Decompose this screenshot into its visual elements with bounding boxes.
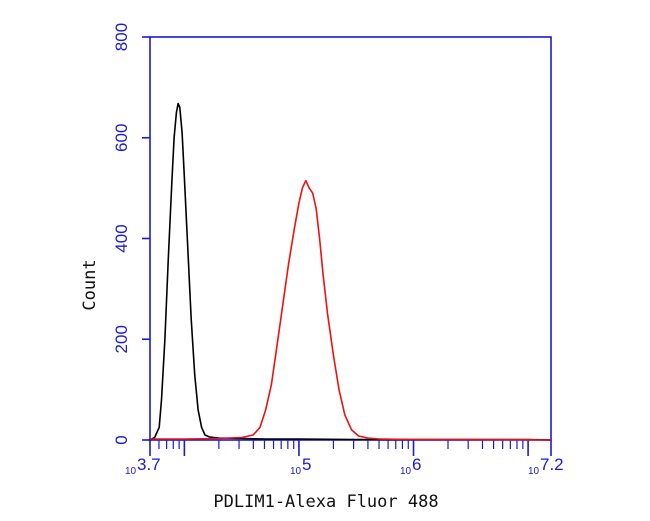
x-tick-label-base: 10 xyxy=(400,466,412,477)
x-tick-label-base: 10 xyxy=(290,466,302,477)
y-tick-label: 600 xyxy=(112,124,131,152)
x-tick-label-base: 10 xyxy=(528,466,540,477)
y-tick-label: 200 xyxy=(112,325,131,353)
y-tick-label: 0 xyxy=(112,435,131,444)
x-tick-label-exponent: 3.7 xyxy=(137,455,161,474)
x-tick-label-exponent: 5 xyxy=(302,455,311,474)
y-tick-label: 400 xyxy=(112,224,131,252)
x-tick-label-exponent: 7.2 xyxy=(540,455,564,474)
y-tick-label: 800 xyxy=(112,23,131,51)
series-line-sample xyxy=(150,179,552,441)
plot-frame xyxy=(149,36,552,441)
x-axis-label: PDLIM1-Alexa Fluor 488 xyxy=(213,492,438,512)
y-axis-label: Count xyxy=(80,259,100,310)
x-tick-label-exponent: 6 xyxy=(412,455,421,474)
x-tick-label-base: 10 xyxy=(125,466,137,477)
series-line-control xyxy=(149,102,552,441)
